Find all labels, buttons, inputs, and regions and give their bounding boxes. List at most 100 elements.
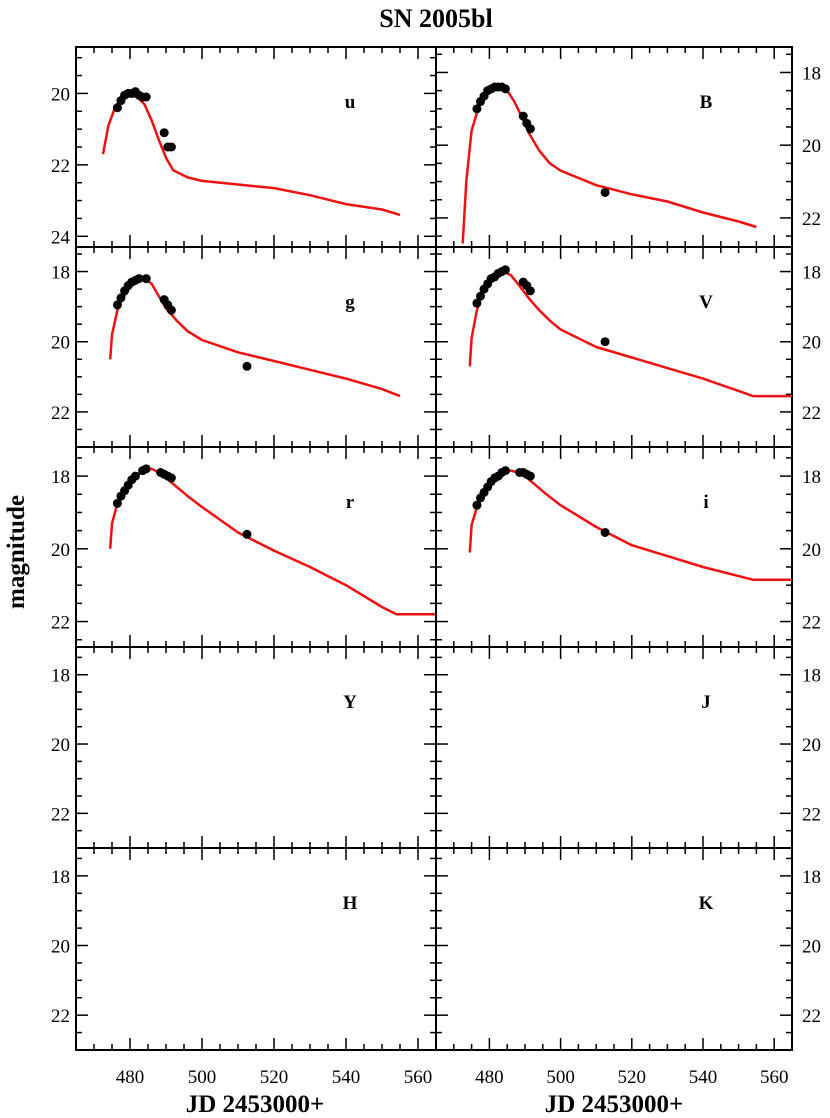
y-tick-label: 22 (802, 209, 821, 230)
x-tick-label: 480 (116, 1067, 145, 1088)
x-tick-label: 480 (475, 1067, 504, 1088)
y-tick-label: 18 (51, 867, 70, 888)
x-tick-label: 500 (546, 1067, 575, 1088)
band-label: Y (343, 692, 357, 713)
data-point (166, 305, 176, 315)
y-tick-label: 20 (51, 84, 70, 105)
data-point (600, 527, 610, 537)
model-curve (461, 85, 757, 244)
model-curve (101, 93, 401, 217)
data-point (166, 473, 176, 483)
model-curve (108, 277, 401, 398)
y-tick-label: 20 (51, 333, 70, 354)
data-point (112, 103, 122, 113)
data-point (242, 361, 252, 371)
model-curve (108, 467, 436, 616)
data-point (112, 498, 122, 508)
y-tick-label: 18 (51, 666, 70, 687)
y-tick-label: 22 (51, 613, 70, 634)
band-label: H (343, 893, 358, 914)
y-tick-label: 22 (51, 1006, 70, 1027)
x-tick-label: 540 (689, 1067, 718, 1088)
data-point (134, 274, 144, 284)
y-tick-label: 22 (802, 804, 821, 825)
panel-grid: 202224u182022B182022g182022V182022r18202… (51, 46, 821, 1088)
y-tick-label: 20 (802, 136, 821, 157)
x-axis-label-right: JD 2453000+ (545, 1091, 684, 1118)
data-point (472, 500, 482, 510)
panel-frame (75, 847, 437, 1051)
data-point (472, 298, 482, 308)
panel-frame (75, 246, 437, 448)
y-tick-label: 22 (51, 156, 70, 177)
data-point (112, 300, 122, 310)
model-curve (468, 270, 792, 398)
panel-V: 18 20 22 V (435, 246, 821, 448)
panel-Y: 18 20 22 Y (51, 646, 437, 849)
y-tick-label: 22 (802, 613, 821, 634)
data-point (130, 471, 140, 481)
data-point (500, 84, 510, 94)
band-label: g (345, 292, 355, 313)
panel-B: 18 20 22 B (435, 46, 821, 248)
x-axis-label-left: JD 2453000+ (186, 1091, 325, 1118)
data-point (116, 293, 126, 303)
panel-K: 480 500 520 540 560 18 20 22 K (435, 847, 821, 1088)
data-point (525, 471, 535, 481)
data-point (518, 111, 528, 121)
panel-g: 18 20 22 g (51, 246, 437, 448)
y-tick-label: 22 (51, 804, 70, 825)
data-point (472, 104, 482, 114)
data-point (525, 124, 535, 134)
data-point (600, 337, 610, 347)
y-tick-label: 18 (802, 263, 821, 284)
panel-J: 18 20 22 J (435, 646, 821, 849)
data-point (141, 92, 151, 102)
data-point (600, 187, 610, 197)
band-label: u (345, 92, 356, 113)
data-point (525, 286, 535, 296)
band-label: i (703, 492, 708, 513)
data-point (166, 142, 176, 152)
y-axis-label: magnitude (3, 495, 30, 609)
y-tick-label: 22 (802, 403, 821, 424)
y-tick-label: 20 (802, 540, 821, 561)
panel-frame (435, 847, 793, 1051)
data-point (500, 466, 510, 476)
panel-i: 18 20 22 i (435, 446, 821, 648)
x-tick-label: 540 (332, 1067, 361, 1088)
data-point (500, 265, 510, 275)
y-tick-label: 20 (51, 735, 70, 756)
y-tick-label: 22 (802, 1006, 821, 1027)
y-tick-label: 22 (51, 403, 70, 424)
y-tick-label: 18 (802, 63, 821, 84)
panel-frame (435, 646, 793, 849)
band-label: V (699, 292, 713, 313)
y-tick-label: 18 (802, 467, 821, 488)
band-label: r (346, 492, 355, 513)
model-curve (468, 469, 792, 581)
y-tick-label: 18 (802, 666, 821, 687)
data-point (476, 291, 485, 301)
y-tick-label: 18 (802, 867, 821, 888)
x-tick-label: 500 (188, 1067, 217, 1088)
y-tick-label: 20 (802, 333, 821, 354)
x-tick-label: 560 (404, 1067, 433, 1088)
data-point (159, 128, 169, 138)
data-point (141, 274, 151, 284)
x-tick-label: 560 (760, 1067, 789, 1088)
data-point (242, 529, 252, 539)
x-tick-label: 520 (260, 1067, 289, 1088)
y-tick-label: 20 (51, 937, 70, 958)
panel-frame (435, 46, 793, 248)
y-tick-label: 18 (51, 467, 70, 488)
panel-r: 18 20 22 r (51, 446, 437, 648)
data-point (141, 464, 151, 474)
panel-frame (435, 446, 793, 648)
x-tick-label: 520 (618, 1067, 647, 1088)
band-label: J (701, 692, 711, 713)
chart-title: SN 2005bl (379, 4, 492, 33)
y-tick-label: 20 (802, 937, 821, 958)
band-label: K (699, 893, 714, 914)
